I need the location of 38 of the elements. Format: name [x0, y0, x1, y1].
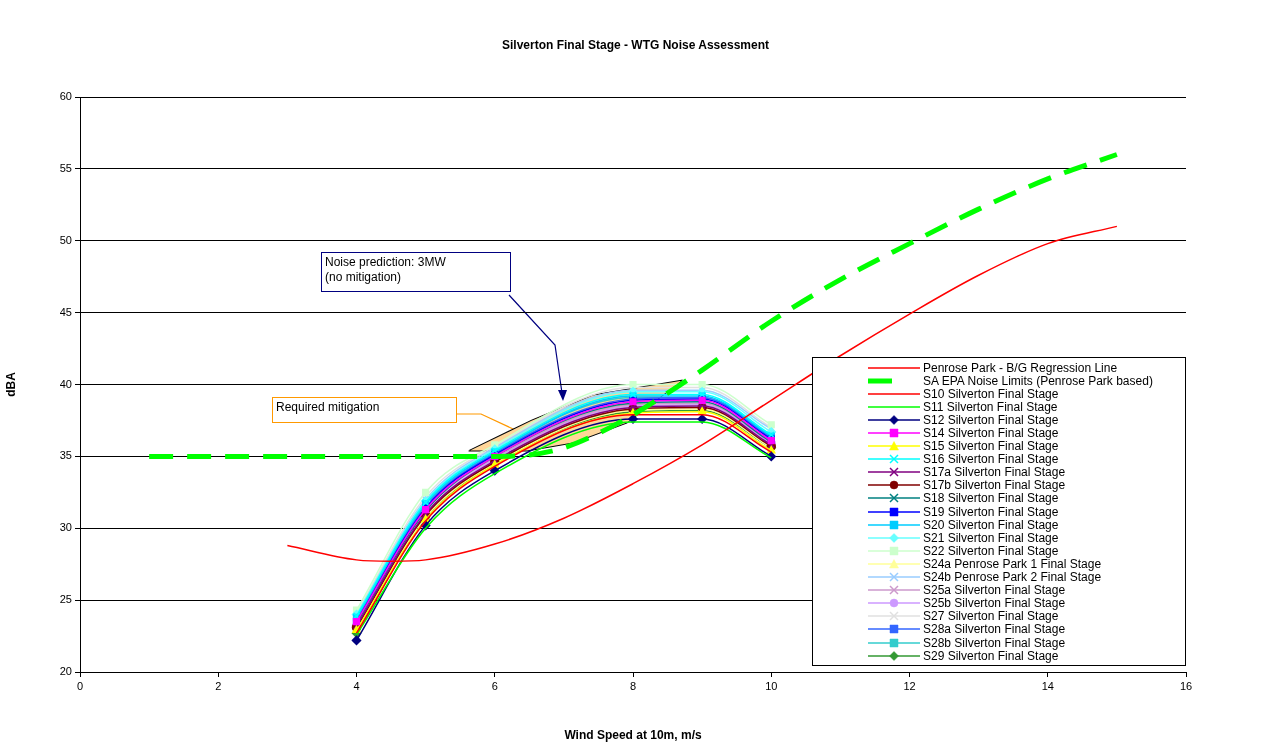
legend-label: S14 Silverton Final Stage [923, 426, 1059, 441]
legend-label: S17a Silverton Final Stage [923, 465, 1066, 480]
x-tick-label: 2 [215, 679, 222, 692]
x-tick-label: 14 [1041, 679, 1054, 692]
legend-label: S25b Silverton Final Stage [923, 596, 1066, 611]
annotation: Noise prediction: 3MW (no mitigation) [324, 254, 447, 286]
legend-label: S28a Silverton Final Stage [923, 622, 1066, 637]
y-tick-label: 30 [59, 521, 72, 534]
y-tick-label: 55 [59, 161, 72, 174]
legend-label: S16 Silverton Final Stage [923, 452, 1059, 467]
x-tick-label: 8 [629, 679, 637, 692]
x-axis-title: Wind Speed at 10m, m/s [564, 728, 702, 743]
legend-label: Penrose Park - B/G Regression Line [923, 360, 1118, 375]
chart-title: Silverton Final Stage - WTG Noise Assessment [501, 38, 770, 52]
legend-label: S25a Silverton Final Stage [923, 583, 1066, 598]
x-tick-label: 12 [903, 679, 916, 692]
legend-label: S18 Silverton Final Stage [923, 491, 1059, 506]
legend-label: S28b Silverton Final Stage [923, 635, 1066, 650]
y-tick-label: 35 [59, 449, 72, 462]
y-tick-label: 20 [59, 665, 72, 678]
x-tick-label: 16 [1179, 679, 1193, 692]
y-tick-label: 50 [59, 233, 72, 246]
legend-label: SA EPA Noise Limits (Penrose Park based) [923, 373, 1153, 388]
y-tick-label: 40 [59, 377, 72, 390]
y-tick-label: 45 [59, 305, 72, 318]
annotation: Required mitigation [275, 399, 381, 416]
legend-label: S19 Silverton Final Stage [923, 504, 1059, 519]
y-tick-label: 60 [59, 90, 72, 103]
legend-label: S27 Silverton Final Stage [923, 609, 1059, 624]
legend-label: S24b Penrose Park 2 Final Stage [923, 570, 1102, 585]
x-tick-label: 4 [353, 679, 360, 692]
y-axis-title: dBA [3, 371, 18, 397]
legend-label: S15 Silverton Final Stage [923, 439, 1059, 454]
x-tick-label: 0 [76, 679, 84, 692]
x-tick-label: 10 [765, 679, 778, 692]
legend-label: S17b Silverton Final Stage [923, 478, 1066, 493]
y-tick-label: 25 [59, 593, 72, 606]
x-tick-label: 6 [491, 679, 498, 692]
